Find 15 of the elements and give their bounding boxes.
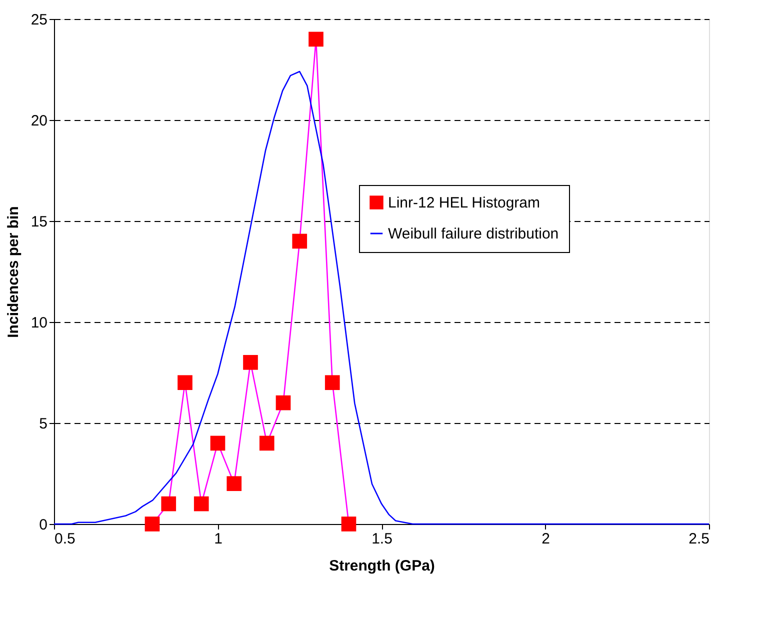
x-tick-label: 2.5 — [688, 530, 710, 548]
y-tick-label: 20 — [30, 112, 48, 130]
y-axis-title: Incidences per bin — [4, 206, 22, 338]
x-tick-label: 2 — [542, 530, 550, 548]
y-tick-label: 10 — [30, 314, 48, 332]
y-tick-label: 15 — [30, 214, 48, 230]
x-tick-label: 1 — [214, 530, 222, 548]
x-axis-title: Strength (GPa) — [329, 558, 435, 574]
legend-label: Weibull failure distribution — [388, 226, 559, 242]
x-tick-label: 1.5 — [372, 530, 392, 548]
legend-label: Linr-12 HEL Histogram — [388, 194, 540, 212]
x-tick-label: 0.5 — [54, 530, 76, 548]
y-tick-label: 0 — [39, 516, 48, 534]
y-tick-label: 5 — [39, 416, 48, 432]
y-tick-label: 25 — [30, 12, 48, 28]
